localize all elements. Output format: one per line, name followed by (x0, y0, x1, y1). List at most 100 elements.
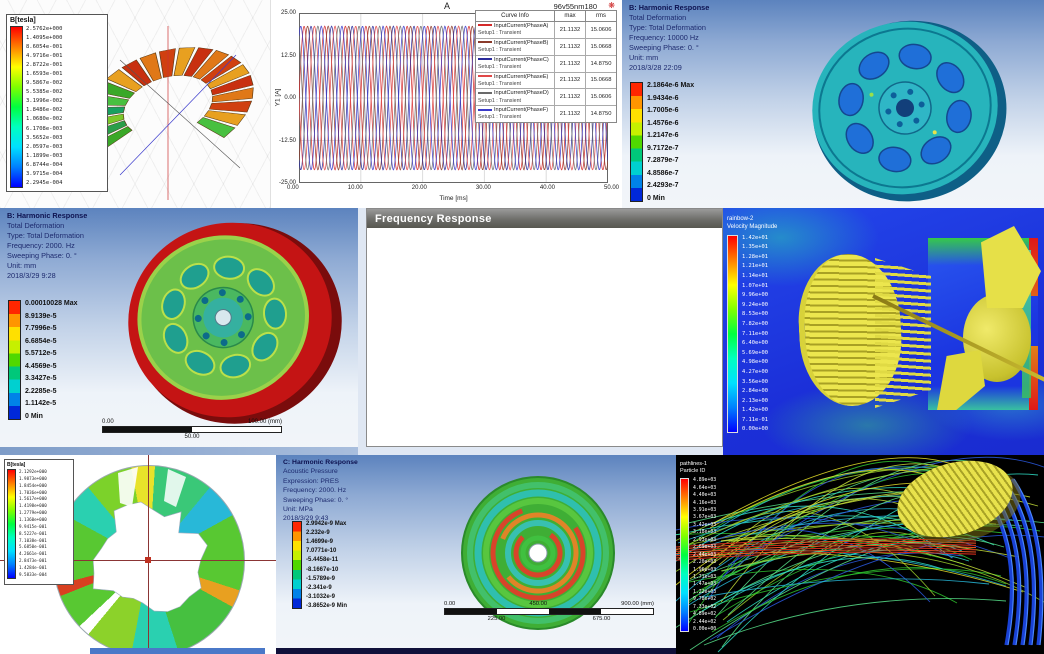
legend-value: 2.9942e-9 Max (306, 521, 347, 527)
legend-value: 2.69e+03 (693, 545, 717, 551)
y-tick: 25.00 (280, 10, 296, 16)
legend-value: 3.42e+03 (693, 522, 717, 528)
legend-value: 1.9434e-6 (647, 94, 679, 102)
legend-value: 2.4293e-7 (647, 182, 679, 190)
legend-value: 1.96e+03 (693, 567, 717, 573)
legend-value: -5.4458e-11 (306, 557, 339, 564)
curve-info-row[interactable]: InputCurrent(PhaseF) Setup1 : Transient … (476, 106, 616, 123)
legend-value: 1.71e+03 (693, 574, 717, 580)
legend-value: 2.2285e-5 (25, 387, 57, 395)
x-tick: 0.00 (287, 185, 299, 191)
series-max: 21.1132 (555, 72, 586, 89)
velocity-legend: rainbow-2 Velocity Magnitude 1.42e+01 1.35… (727, 216, 777, 433)
legend-value: 0 Min (25, 412, 43, 420)
legend-value: 1.1142e-5 (25, 400, 57, 408)
series-rms: 15.0668 (590, 77, 612, 84)
currents-x-axis: 0.00 10.00 20.00 30.00 40.00 50.00 (287, 185, 619, 191)
flux-legend-title: B[tesla] (7, 462, 26, 468)
flux-colorbar (10, 26, 23, 188)
crosshair-vertical (148, 455, 149, 654)
info-line: B: Harmonic Response (629, 3, 710, 12)
series-setup: Setup1 : Transient (478, 30, 521, 37)
ruler-label: 100.00 (mm) (247, 419, 282, 425)
info-line: Sweeping Phase: 0. ° (7, 251, 77, 261)
curve-info-row[interactable]: InputCurrent(PhaseD) Setup1 : Transient … (476, 89, 616, 107)
y-tick: 0.00 (284, 95, 296, 101)
flux-colorbar (7, 469, 16, 579)
legend-title-line: Particle ID (680, 468, 706, 475)
legend-value: 2.13e+00 (742, 397, 768, 404)
info-line: 2018/3/28 22:09 (629, 63, 682, 73)
plot-corner-label: A (444, 1, 451, 11)
legend-value: 0.00e+00 (742, 426, 768, 433)
series-rms: 14.8750 (590, 111, 612, 118)
ruler-label: 50.00 (184, 434, 200, 440)
series-name: InputCurrent(PhaseA) (494, 23, 549, 29)
legend-value: 9.9415e-001 (19, 523, 47, 529)
legend-value: 1.0680e-002 (26, 116, 63, 123)
legend-value: 4.89e+03 (693, 478, 717, 484)
legend-value: 2.1864e-6 Max (647, 82, 695, 89)
curve-info-row[interactable]: InputCurrent(PhaseB) Setup1 : Transient … (476, 38, 616, 56)
series-setup: Setup1 : Transient (478, 97, 521, 104)
crosshair-horizontal (0, 560, 276, 561)
legend-value: 4.98e+00 (742, 359, 768, 366)
legend-value: 5.5385e-002 (26, 89, 63, 96)
series-rms: 14.8750 (590, 60, 612, 67)
ruler-label: 450.00 (529, 601, 548, 607)
flux-legend-title: B[tesla] (10, 17, 36, 24)
info-line: Acoustic Pressure (283, 468, 338, 476)
x-tick: 40.00 (539, 185, 555, 191)
legend-value: 8.5227e-001 (19, 530, 47, 536)
legend-value: 2.93e+03 (693, 537, 717, 543)
series-name: InputCurrent(PhaseD) (494, 90, 549, 97)
legend-value: 3.3427e-5 (25, 375, 57, 383)
legend-value: 6.8744e-004 (26, 161, 63, 168)
legend-value: 1.1360e+000 (19, 517, 47, 523)
legend-value: 3.18e+03 (693, 530, 717, 536)
legend-value: 7.2879e-7 (647, 157, 679, 165)
legend-value: 4.89e+02 (693, 612, 717, 618)
curve-info-row[interactable]: InputCurrent(PhaseE) Setup1 : Transient … (476, 72, 616, 90)
y-tick: 12.50 (280, 52, 296, 59)
y-tick: -25.00 (278, 180, 296, 186)
legend-value: 1.4699e-9 (306, 539, 334, 546)
curve-info-table: Curve Info max rms InputCurrent(PhaseA) … (475, 10, 617, 124)
series-name: InputCurrent(PhaseF) (494, 107, 549, 114)
legend-value: 1.28e+01 (742, 253, 768, 260)
frequency-response-window: Frequency Response (366, 208, 723, 447)
legend-value: 1.42e+01 (742, 234, 768, 241)
legend-value: 4.64e+03 (693, 485, 717, 491)
info-line: Unit: MPa (283, 505, 313, 513)
series-line-swatch (478, 108, 492, 111)
legend-title-line: rainbow-2 (727, 216, 754, 222)
legend-value: 2.232e-9 (306, 530, 330, 537)
legend-value: 9.78e+02 (693, 597, 717, 603)
col-curve-info: Curve Info (476, 11, 555, 21)
legend-value: 2.5762e+000 (26, 26, 63, 32)
series-setup: Setup1 : Transient (478, 80, 521, 87)
info-line: Expression: PRES (283, 477, 339, 485)
legend-value: 9.5867e-002 (26, 80, 63, 87)
legend-value: 7.0771e-10 (306, 548, 337, 555)
info-line: B: Harmonic Response (7, 211, 88, 220)
legend-value: 3.1996e-002 (26, 98, 63, 105)
info-line: Sweeping Phase: 0. ° (629, 43, 699, 53)
window-title: Frequency Response (375, 212, 492, 225)
legend-value: 8.6054e-001 (26, 44, 63, 51)
info-line: Total Deformation (7, 221, 65, 231)
legend-value: 3.56e+00 (742, 378, 768, 385)
series-setup: Setup1 : Transient (478, 114, 521, 121)
legend-value: 1.2779e+000 (19, 510, 47, 516)
legend-value: 1.4284e-001 (19, 565, 47, 571)
legend-value: 9.96e+00 (742, 292, 768, 299)
legend-value: 4.27e+00 (742, 368, 768, 375)
window-titlebar[interactable]: Frequency Response (367, 209, 722, 228)
legend-value: 7.7996e-5 (25, 325, 57, 333)
curve-info-row[interactable]: InputCurrent(PhaseA) Setup1 : Transient … (476, 22, 616, 39)
legend-value: 1.47e+03 (693, 582, 717, 588)
series-line-swatch (478, 41, 492, 44)
pressure-legend: 2.9942e-9 Max 2.232e-9 1.4699e-9 7.0771e-10… (292, 521, 347, 609)
legend-value: 1.6593e-001 (26, 71, 63, 78)
curve-info-row[interactable]: InputCurrent(PhaseC) Setup1 : Transient … (476, 55, 616, 73)
